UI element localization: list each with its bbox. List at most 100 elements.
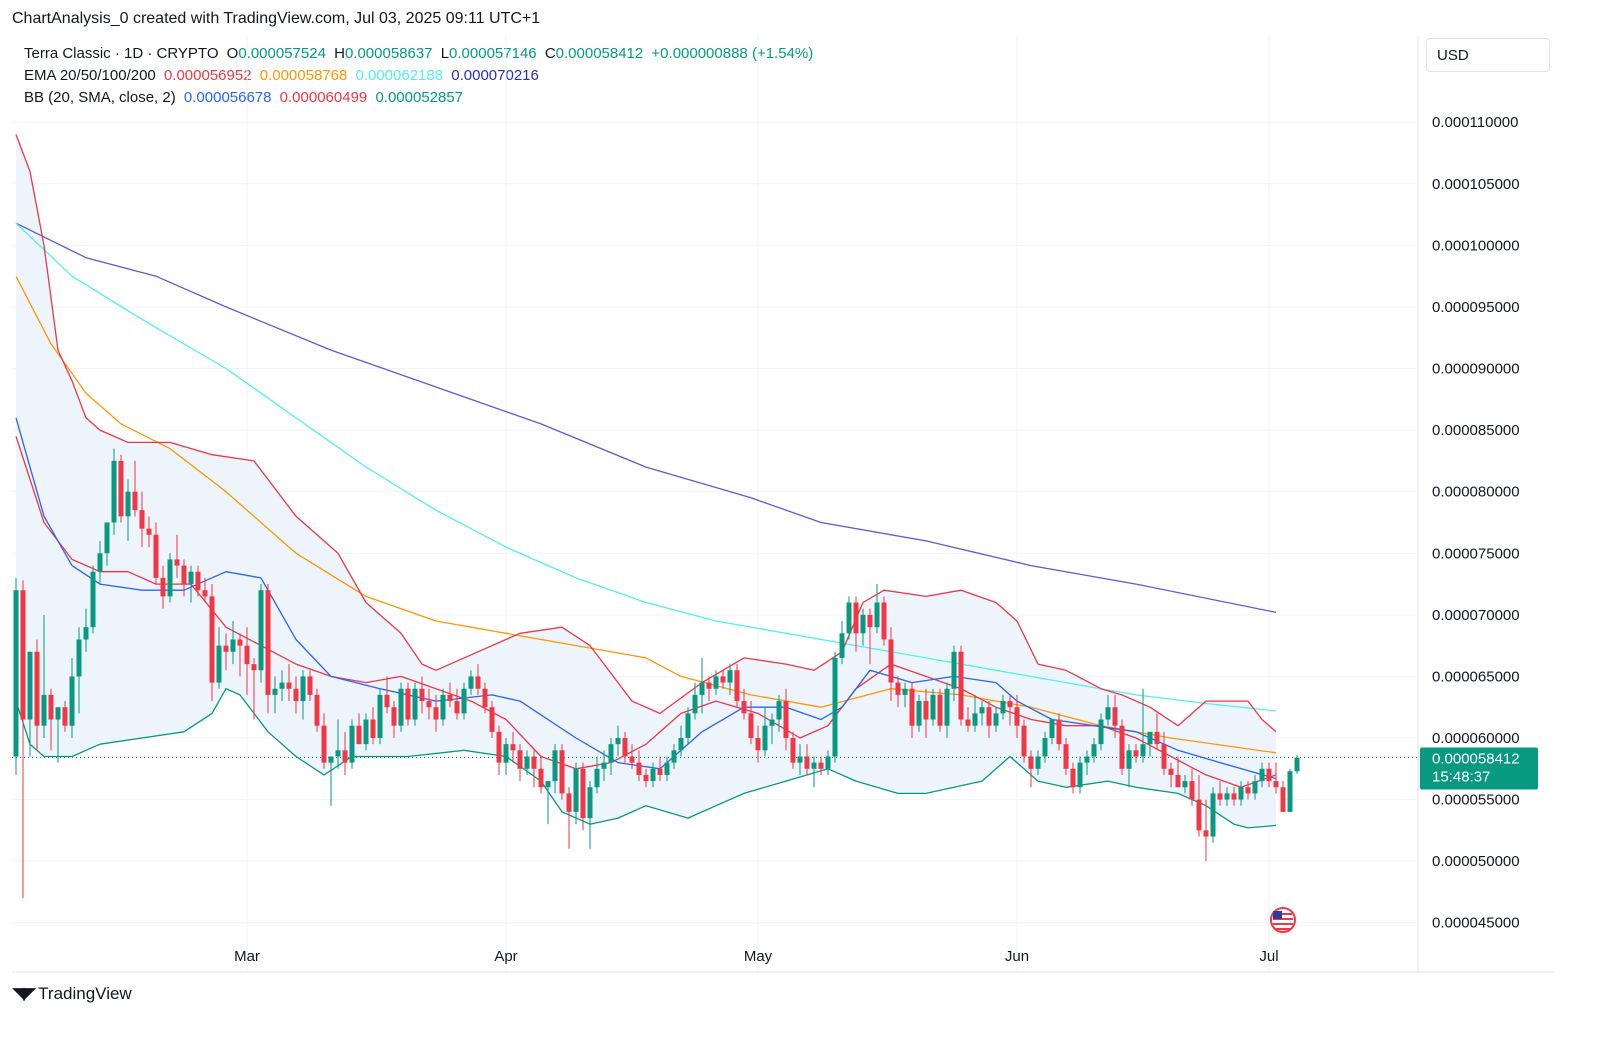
candle[interactable] bbox=[573, 762, 579, 825]
candle[interactable] bbox=[853, 596, 859, 652]
candle[interactable] bbox=[769, 713, 775, 745]
tradingview-logo[interactable]: ◥◤ TradingView bbox=[12, 984, 132, 1004]
candle[interactable] bbox=[195, 565, 201, 597]
candle[interactable] bbox=[1091, 738, 1097, 763]
candle[interactable] bbox=[272, 676, 278, 714]
candle[interactable] bbox=[755, 725, 761, 763]
candle[interactable] bbox=[251, 657, 257, 720]
candle[interactable] bbox=[118, 454, 124, 523]
candle[interactable] bbox=[650, 762, 656, 788]
candle[interactable] bbox=[713, 670, 719, 695]
candle[interactable] bbox=[230, 621, 236, 665]
candle[interactable] bbox=[1049, 719, 1055, 745]
candle[interactable] bbox=[307, 670, 313, 702]
candle[interactable] bbox=[1161, 731, 1167, 775]
candle[interactable] bbox=[1035, 750, 1041, 775]
candle[interactable] bbox=[895, 676, 901, 708]
candle[interactable] bbox=[818, 756, 824, 775]
candle[interactable] bbox=[643, 768, 649, 788]
candle[interactable] bbox=[727, 664, 733, 695]
candle[interactable] bbox=[237, 633, 243, 677]
candle[interactable] bbox=[636, 750, 642, 782]
candle[interactable] bbox=[825, 750, 831, 775]
candle[interactable] bbox=[1028, 750, 1034, 788]
candle[interactable] bbox=[566, 787, 572, 849]
candle[interactable] bbox=[720, 670, 726, 689]
candle[interactable] bbox=[671, 744, 677, 769]
candle[interactable] bbox=[139, 491, 145, 548]
candle[interactable] bbox=[790, 731, 796, 769]
candle[interactable] bbox=[76, 627, 82, 714]
candle[interactable] bbox=[1294, 755, 1300, 774]
candle[interactable] bbox=[930, 688, 936, 726]
candle[interactable] bbox=[69, 657, 75, 738]
candle[interactable] bbox=[391, 701, 397, 738]
candle[interactable] bbox=[797, 744, 803, 775]
candle[interactable] bbox=[13, 577, 19, 775]
candle[interactable] bbox=[699, 657, 705, 714]
candle[interactable] bbox=[461, 682, 467, 720]
candle[interactable] bbox=[321, 713, 327, 769]
candle[interactable] bbox=[293, 676, 299, 714]
candle[interactable] bbox=[979, 701, 985, 726]
candle[interactable] bbox=[1014, 694, 1020, 738]
candle[interactable] bbox=[468, 670, 474, 695]
candle[interactable] bbox=[1168, 762, 1174, 788]
candle[interactable] bbox=[258, 584, 264, 683]
candle[interactable] bbox=[916, 694, 922, 732]
candle[interactable] bbox=[90, 565, 96, 634]
candle[interactable] bbox=[405, 682, 411, 726]
candle[interactable] bbox=[629, 744, 635, 769]
candle[interactable] bbox=[20, 580, 26, 899]
candle[interactable] bbox=[1280, 781, 1286, 812]
candle[interactable] bbox=[384, 676, 390, 714]
candle[interactable] bbox=[888, 627, 894, 702]
candle[interactable] bbox=[216, 627, 222, 689]
candle[interactable] bbox=[832, 651, 838, 763]
candle[interactable] bbox=[944, 682, 950, 738]
candle[interactable] bbox=[937, 688, 943, 732]
candle[interactable] bbox=[188, 565, 194, 603]
candle[interactable] bbox=[678, 725, 684, 757]
candle[interactable] bbox=[419, 676, 425, 714]
candle[interactable] bbox=[860, 608, 866, 646]
candle[interactable] bbox=[1224, 787, 1230, 806]
candle[interactable] bbox=[1203, 799, 1209, 862]
candle[interactable] bbox=[1196, 774, 1202, 837]
candle[interactable] bbox=[1273, 762, 1279, 794]
candle[interactable] bbox=[1133, 744, 1139, 763]
bb-label[interactable]: BB (20, SMA, close, 2) bbox=[24, 89, 176, 106]
candle[interactable] bbox=[1231, 787, 1237, 806]
candle[interactable] bbox=[559, 744, 565, 800]
us-flag-icon[interactable] bbox=[1270, 907, 1296, 933]
candle[interactable] bbox=[1021, 719, 1027, 763]
candle[interactable] bbox=[1070, 762, 1076, 794]
candle[interactable] bbox=[748, 701, 754, 745]
candle[interactable] bbox=[965, 707, 971, 732]
candle[interactable] bbox=[1154, 713, 1160, 751]
candle[interactable] bbox=[1007, 694, 1013, 726]
candle[interactable] bbox=[125, 479, 131, 541]
candle[interactable] bbox=[517, 744, 523, 782]
candle[interactable] bbox=[741, 688, 747, 720]
candle[interactable] bbox=[972, 694, 978, 732]
candle[interactable] bbox=[167, 553, 173, 603]
candle[interactable] bbox=[951, 645, 957, 702]
candle[interactable] bbox=[41, 614, 47, 738]
candle[interactable] bbox=[1245, 781, 1251, 800]
candle[interactable] bbox=[601, 750, 607, 782]
candle[interactable] bbox=[160, 565, 166, 609]
candle[interactable] bbox=[1238, 781, 1244, 806]
candle[interactable] bbox=[1182, 774, 1188, 794]
candle[interactable] bbox=[97, 540, 103, 585]
candle[interactable] bbox=[1000, 694, 1006, 720]
candle[interactable] bbox=[1259, 762, 1265, 788]
candle[interactable] bbox=[1287, 768, 1293, 812]
candle[interactable] bbox=[902, 682, 908, 708]
candle[interactable] bbox=[881, 596, 887, 646]
candle[interactable] bbox=[706, 676, 712, 702]
candle[interactable] bbox=[286, 664, 292, 702]
candle[interactable] bbox=[174, 534, 180, 578]
currency-selector[interactable]: USD bbox=[1426, 38, 1550, 72]
